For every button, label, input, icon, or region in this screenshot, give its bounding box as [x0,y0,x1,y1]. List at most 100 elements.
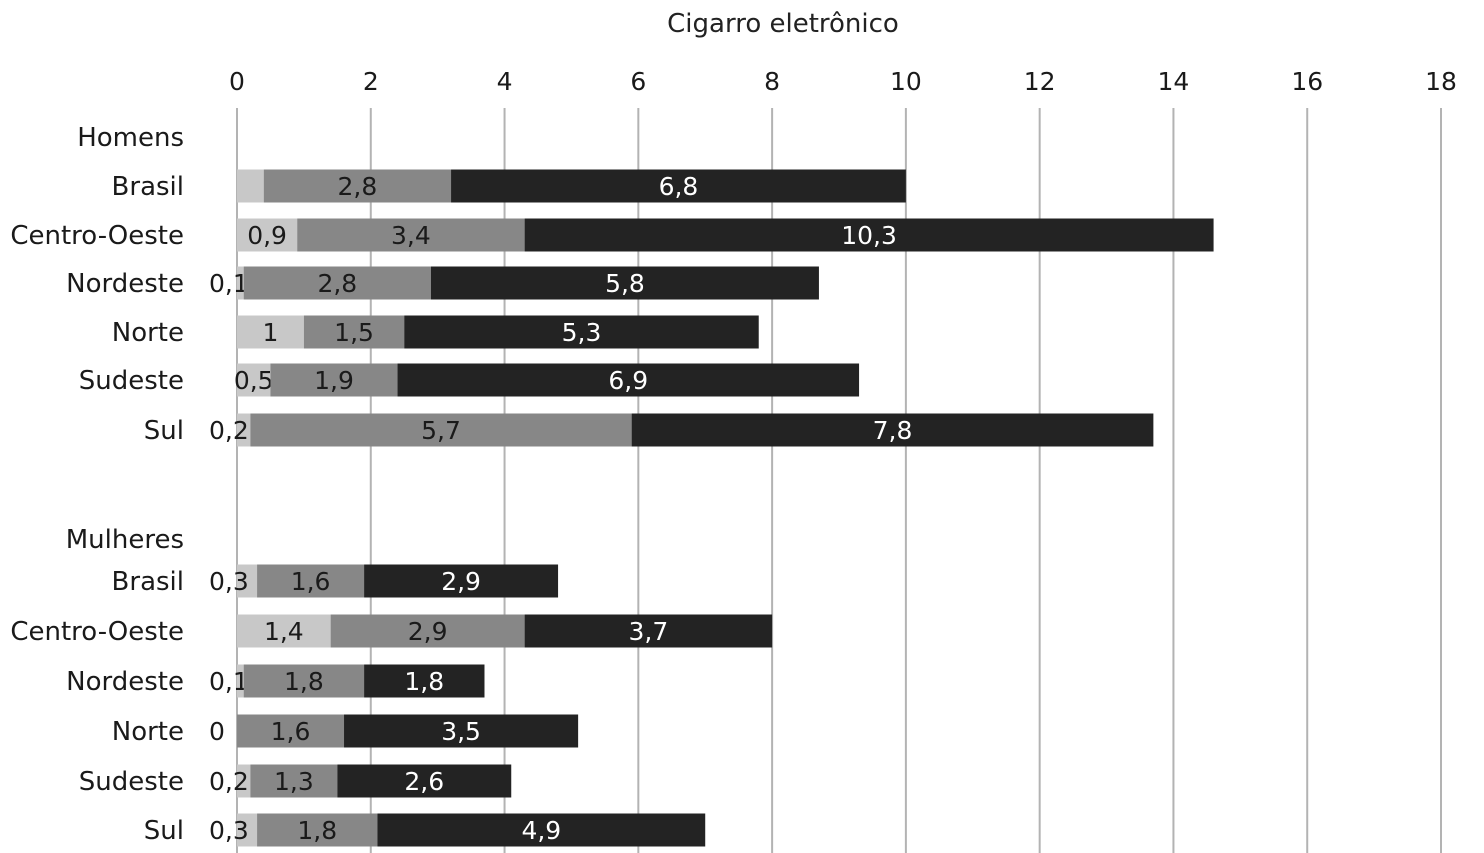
bar-segment-homens-brasil-1 [237,169,264,203]
x-tick-label-18: 18 [1425,67,1457,96]
bar-segment-mulheres-nordeste-1 [237,664,244,698]
bar-segment-mulheres-brasil-2 [257,564,365,598]
data-label-mulheres-sudeste-1: 0,2 [209,767,249,796]
x-tick-label-8: 8 [764,67,780,96]
bar-segment-homens-sudeste-3 [397,363,860,397]
data-label-homens-sudeste-2: 1,9 [314,366,354,395]
data-label-mulheres-sudeste-2: 1,3 [274,767,314,796]
group-label-mulheres: Mulheres [66,525,184,555]
bar-segment-homens-norte-3 [404,315,759,349]
bar-segment-homens-sul-1 [237,413,251,447]
category-label-homens-nordeste: Nordeste [66,269,184,299]
data-label-homens-sul-1: 0,2 [209,416,249,445]
chart-title: Cigarro eletrônico [667,9,899,39]
x-tick-label-10: 10 [890,67,922,96]
category-labels: Homens Brasil Centro-Oeste Nordeste Norte Sud… [10,123,184,846]
category-label-mulheres-centro-oeste: Centro-Oeste [10,617,184,647]
x-axis-ticks: 0 2 4 6 8 10 12 14 16 18 [229,67,1457,96]
x-tick-label-12: 12 [1024,67,1056,96]
bar-segment-mulheres-nordeste-3 [364,664,485,698]
category-label-homens-centro-oeste: Centro-Oeste [10,221,184,251]
bar-segment-homens-nordeste-2 [243,266,431,300]
bar-segment-mulheres-brasil-1 [237,564,258,598]
category-label-homens-brasil: Brasil [112,172,184,202]
bar-segment-homens-sul-2 [250,413,632,447]
data-label-mulheres-norte-3: 3,5 [441,717,481,746]
data-label-mulheres-nordeste-2: 1,8 [284,667,324,696]
data-label-mulheres-sul-2: 1,8 [297,816,337,845]
data-label-homens-sudeste-3: 6,9 [608,366,648,395]
category-label-mulheres-brasil: Brasil [112,567,184,597]
bar-segment-homens-sudeste-1 [237,363,271,397]
bar-segment-mulheres-centro-oeste-1 [237,614,331,648]
bars: 2,8 6,8 0,9 3,4 10,3 0,1 2,8 5,8 1 1,5 5,3 0,5 1,9 6,… [209,169,1214,847]
bar-segment-homens-nordeste-1 [237,266,244,300]
data-label-homens-brasil-2: 2,8 [338,172,378,201]
data-label-homens-norte-1: 1 [262,318,278,347]
data-label-homens-sul-2: 5,7 [421,416,461,445]
data-label-mulheres-sudeste-3: 2,6 [404,767,444,796]
bar-segment-mulheres-sudeste-1 [237,764,251,798]
category-label-homens-norte: Norte [112,318,184,348]
data-label-mulheres-nordeste-3: 1,8 [404,667,444,696]
category-label-mulheres-sudeste: Sudeste [79,767,184,797]
bar-segment-mulheres-sul-1 [237,813,258,847]
category-label-homens-sul: Sul [144,416,184,446]
data-label-mulheres-centro-oeste-3: 3,7 [628,617,668,646]
category-label-mulheres-norte: Norte [112,717,184,747]
bar-segment-mulheres-brasil-3 [364,564,559,598]
bar-segment-mulheres-norte-2 [237,714,345,748]
category-label-mulheres-nordeste: Nordeste [66,667,184,697]
bar-segment-homens-sudeste-2 [270,363,398,397]
data-label-homens-nordeste-3: 5,8 [605,269,645,298]
data-label-mulheres-brasil-3: 2,9 [441,567,481,596]
x-tick-label-0: 0 [229,67,245,96]
data-label-homens-centro-oeste-3: 10,3 [841,221,897,250]
data-label-homens-nordeste-1: 0,1 [209,269,249,298]
x-tick-label-2: 2 [363,67,379,96]
bar-segment-homens-norte-2 [303,315,405,349]
bar-segment-homens-sul-3 [631,413,1154,447]
bar-segment-mulheres-nordeste-2 [243,664,365,698]
bar-segment-homens-brasil-3 [451,169,906,203]
bar-segment-homens-brasil-2 [263,169,452,203]
bar-segment-homens-nordeste-3 [430,266,819,300]
bar-segment-mulheres-sudeste-2 [250,764,338,798]
bar-segment-mulheres-centro-oeste-3 [524,614,773,648]
data-label-mulheres-brasil-2: 1,6 [291,567,331,596]
data-label-mulheres-sul-1: 0,3 [209,816,249,845]
data-label-homens-norte-2: 1,5 [334,318,374,347]
x-tick-label-6: 6 [630,67,646,96]
x-tick-label-16: 16 [1291,67,1323,96]
group-label-homens: Homens [77,123,184,153]
data-label-mulheres-norte-1: 0 [209,717,225,746]
data-label-homens-brasil-3: 6,8 [659,172,699,201]
data-label-homens-centro-oeste-1: 0,9 [247,221,287,250]
bar-segment-homens-centro-oeste-1 [237,218,298,252]
category-label-mulheres-sul: Sul [144,816,184,846]
data-label-mulheres-brasil-1: 0,3 [209,567,249,596]
bar-segment-homens-centro-oeste-3 [524,218,1214,252]
bar-segment-mulheres-norte-3 [344,714,579,748]
data-label-homens-sul-3: 7,8 [873,416,913,445]
data-label-homens-sudeste-1: 0,5 [234,366,274,395]
bar-segment-mulheres-sul-3 [377,813,706,847]
bar-segment-mulheres-sul-2 [257,813,378,847]
data-label-homens-nordeste-2: 2,8 [317,269,357,298]
data-label-mulheres-centro-oeste-1: 1,4 [264,617,304,646]
data-label-homens-norte-3: 5,3 [562,318,602,347]
data-label-mulheres-centro-oeste-2: 2,9 [408,617,448,646]
x-tick-label-4: 4 [497,67,513,96]
data-label-mulheres-sul-3: 4,9 [521,816,561,845]
bar-segment-mulheres-centro-oeste-2 [330,614,525,648]
category-label-homens-sudeste: Sudeste [79,366,184,396]
data-label-mulheres-nordeste-1: 0,1 [209,667,249,696]
data-label-mulheres-norte-2: 1,6 [271,717,311,746]
x-tick-label-14: 14 [1158,67,1190,96]
bar-segment-homens-centro-oeste-2 [297,218,525,252]
bar-segment-mulheres-sudeste-3 [337,764,512,798]
bar-segment-homens-norte-1 [237,315,304,349]
data-label-homens-centro-oeste-2: 3,4 [391,221,431,250]
